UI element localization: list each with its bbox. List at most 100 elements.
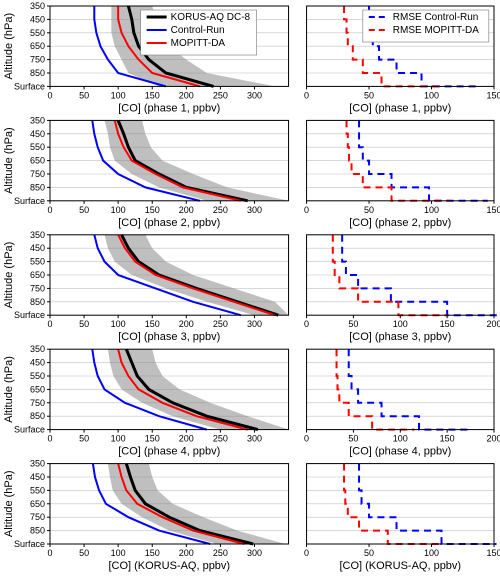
svg-text:850: 850 [30, 68, 45, 78]
svg-text:250: 250 [213, 319, 228, 329]
svg-text:50: 50 [364, 90, 374, 100]
svg-text:350: 350 [30, 230, 45, 240]
svg-text:Control-Run: Control-Run [171, 25, 225, 36]
svg-text:0: 0 [47, 548, 52, 558]
svg-text:650: 650 [30, 499, 45, 509]
svg-text:200: 200 [179, 319, 194, 329]
svg-text:750: 750 [30, 169, 45, 179]
svg-text:50: 50 [79, 434, 89, 444]
svg-text:150: 150 [145, 319, 160, 329]
svg-text:50: 50 [79, 205, 89, 215]
svg-text:850: 850 [30, 182, 45, 192]
svg-text:0: 0 [304, 548, 309, 558]
svg-text:750: 750 [30, 55, 45, 65]
svg-text:850: 850 [30, 297, 45, 307]
svg-text:100: 100 [111, 548, 126, 558]
svg-text:550: 550 [30, 485, 45, 495]
svg-text:550: 550 [30, 28, 45, 38]
svg-text:200: 200 [179, 205, 194, 215]
svg-text:350: 350 [30, 344, 45, 354]
svg-text:0: 0 [304, 319, 309, 329]
svg-text:850: 850 [30, 526, 45, 536]
svg-text:750: 750 [30, 398, 45, 408]
svg-text:300: 300 [247, 319, 262, 329]
svg-text:750: 750 [30, 283, 45, 293]
svg-text:550: 550 [30, 142, 45, 152]
x-axis-label: [CO] (phase 4, ppbv) [118, 446, 220, 458]
svg-text:Surface: Surface [14, 310, 45, 320]
y-axis-label: Altitude (hPa) [3, 242, 15, 309]
svg-text:150: 150 [145, 205, 160, 215]
svg-text:Surface: Surface [14, 81, 45, 91]
svg-text:100: 100 [111, 434, 126, 444]
svg-text:450: 450 [30, 14, 45, 24]
svg-text:100: 100 [111, 90, 126, 100]
svg-text:550: 550 [30, 371, 45, 381]
svg-text:Surface: Surface [14, 425, 45, 435]
svg-text:650: 650 [30, 384, 45, 394]
svg-text:200: 200 [179, 548, 194, 558]
svg-text:50: 50 [364, 548, 374, 558]
svg-text:250: 250 [213, 90, 228, 100]
svg-text:50: 50 [79, 548, 89, 558]
svg-text:300: 300 [247, 434, 262, 444]
svg-text:RMSE MOPITT-DA: RMSE MOPITT-DA [393, 25, 479, 36]
svg-text:300: 300 [247, 205, 262, 215]
svg-text:KORUS-AQ DC-8: KORUS-AQ DC-8 [171, 12, 251, 23]
svg-text:300: 300 [247, 548, 262, 558]
svg-text:150: 150 [145, 548, 160, 558]
svg-text:100: 100 [424, 548, 439, 558]
svg-text:150: 150 [145, 90, 160, 100]
y-axis-label: Altitude (hPa) [3, 127, 15, 194]
svg-text:0: 0 [304, 205, 309, 215]
svg-text:350: 350 [30, 1, 45, 11]
svg-text:150: 150 [486, 90, 500, 100]
svg-text:650: 650 [30, 156, 45, 166]
svg-text:350: 350 [30, 459, 45, 469]
svg-text:150: 150 [440, 319, 455, 329]
svg-text:50: 50 [348, 319, 358, 329]
svg-text:250: 250 [213, 434, 228, 444]
svg-text:150: 150 [440, 434, 455, 444]
svg-text:100: 100 [393, 434, 408, 444]
svg-text:200: 200 [179, 434, 194, 444]
x-axis-label: [CO] (phase 1, ppbv) [118, 102, 220, 114]
svg-text:RMSE Control-Run: RMSE Control-Run [393, 12, 479, 23]
svg-text:50: 50 [79, 90, 89, 100]
svg-text:0: 0 [47, 434, 52, 444]
svg-text:250: 250 [213, 548, 228, 558]
svg-text:200: 200 [179, 90, 194, 100]
svg-text:50: 50 [348, 434, 358, 444]
svg-text:150: 150 [486, 548, 500, 558]
svg-text:0: 0 [304, 434, 309, 444]
x-axis-label: [CO] (phase 3, ppbv) [118, 331, 220, 343]
svg-text:300: 300 [247, 90, 262, 100]
svg-text:0: 0 [47, 205, 52, 215]
svg-text:50: 50 [364, 205, 374, 215]
svg-text:150: 150 [486, 205, 500, 215]
x-axis-label: [CO] (phase 2, ppbv) [349, 217, 451, 229]
svg-text:150: 150 [145, 434, 160, 444]
svg-text:100: 100 [111, 319, 126, 329]
svg-text:100: 100 [111, 205, 126, 215]
svg-text:100: 100 [393, 319, 408, 329]
svg-text:0: 0 [47, 319, 52, 329]
x-axis-label: [CO] (phase 3, ppbv) [349, 331, 451, 343]
svg-text:650: 650 [30, 41, 45, 51]
y-axis-label: Altitude (hPa) [3, 470, 15, 537]
svg-text:Surface: Surface [14, 196, 45, 206]
x-axis-label: [CO] (KORUS-AQ, ppbv) [339, 560, 461, 572]
svg-text:450: 450 [30, 358, 45, 368]
x-axis-label: [CO] (phase 2, ppbv) [118, 217, 220, 229]
x-axis-label: [CO] (phase 4, ppbv) [349, 446, 451, 458]
svg-text:50: 50 [79, 319, 89, 329]
figure-grid: 0 50 100 150 200 250 300 [CO] (phase 1, ppbv) 35… [0, 0, 500, 584]
x-axis-label: [CO] (KORUS-AQ, ppbv) [108, 560, 230, 572]
svg-text:450: 450 [30, 129, 45, 139]
svg-text:250: 250 [213, 205, 228, 215]
svg-text:0: 0 [47, 90, 52, 100]
svg-text:100: 100 [424, 90, 439, 100]
charts-svg: 0 50 100 150 200 250 300 [CO] (phase 1, ppbv) 35… [0, 0, 500, 584]
svg-text:550: 550 [30, 257, 45, 267]
svg-text:450: 450 [30, 472, 45, 482]
